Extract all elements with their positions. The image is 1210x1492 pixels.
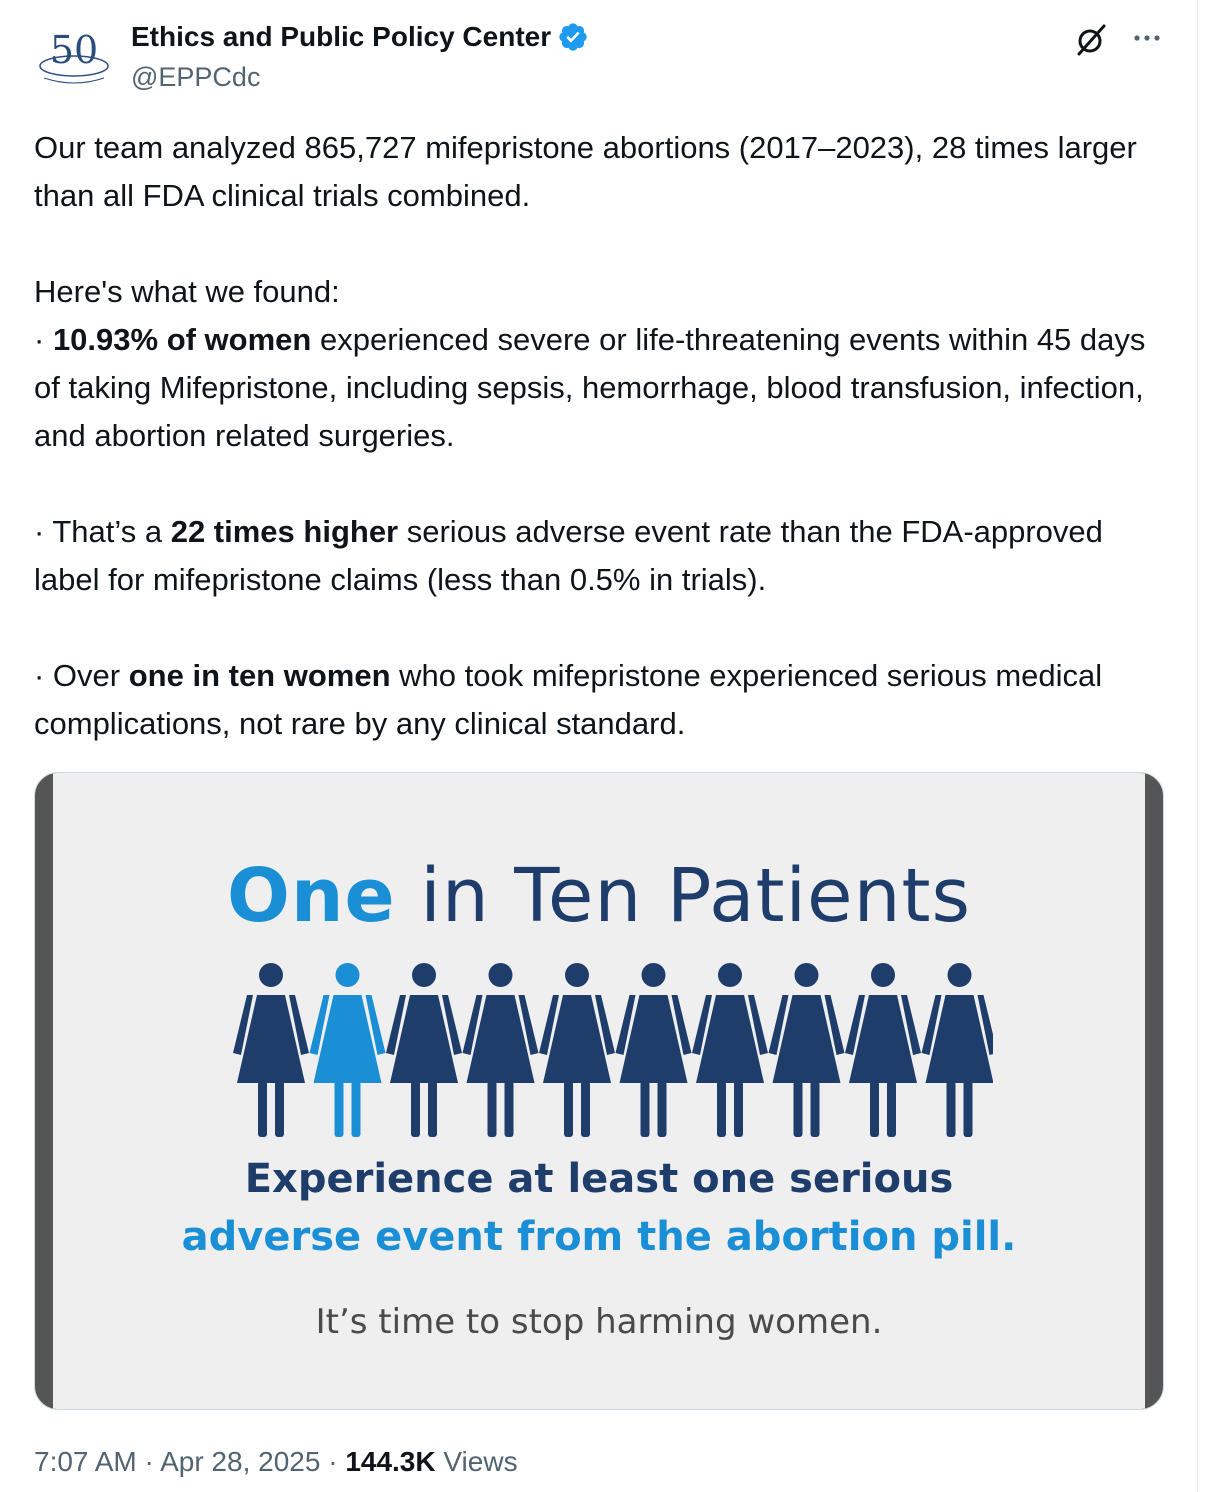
timestamp-date[interactable]: Apr 28, 2025 bbox=[160, 1446, 321, 1477]
svg-text:50: 50 bbox=[50, 28, 98, 72]
more-icon bbox=[1134, 35, 1160, 41]
infographic-caption-line-2: adverse event from the abortion pill. bbox=[181, 1214, 1017, 1260]
person-figure-icon bbox=[539, 963, 615, 1137]
person-figure-icon bbox=[768, 963, 845, 1137]
person-figure-icon bbox=[386, 963, 462, 1137]
tweet-bullet-3: · Over one in ten women who took mifepri… bbox=[34, 658, 1103, 741]
infographic: One in Ten Patients Experience at least … bbox=[53, 773, 1145, 1409]
tweet-bullet-2: · That’s a 22 times higher serious adver… bbox=[34, 514, 1103, 597]
infographic-tagline: It’s time to stop harming women. bbox=[315, 1302, 883, 1342]
verified-badge-icon bbox=[559, 23, 587, 51]
views-count: 144.3K bbox=[345, 1446, 436, 1477]
avatar[interactable]: 50 bbox=[34, 18, 116, 100]
tweet-image[interactable]: One in Ten Patients Experience at least … bbox=[34, 772, 1164, 1410]
person-figure-icon bbox=[692, 963, 768, 1137]
handle[interactable]: @EPPCdc bbox=[131, 62, 261, 92]
tweet-text: Our team analyzed 865,727 mifepristone a… bbox=[34, 124, 1174, 748]
tweet-paragraph-intro: Our team analyzed 865,727 mifepristone a… bbox=[34, 130, 1137, 213]
figures-row bbox=[233, 963, 993, 1137]
tweet-bullet-1: · 10.93% of women experienced severe or … bbox=[34, 322, 1146, 453]
person-figure-icon bbox=[845, 963, 921, 1137]
person-figure-icon bbox=[921, 963, 993, 1137]
avatar-logo-icon: 50 bbox=[35, 19, 115, 99]
person-figure-icon bbox=[309, 963, 386, 1137]
more-button[interactable] bbox=[1127, 22, 1167, 54]
grok-icon bbox=[1077, 24, 1106, 56]
person-figure-icon bbox=[233, 963, 309, 1137]
grok-button[interactable] bbox=[1071, 20, 1111, 60]
tweet-paragraph-found: Here's what we found: bbox=[34, 274, 340, 309]
infographic-headline: One in Ten Patients bbox=[226, 853, 972, 939]
views-label: Views bbox=[435, 1446, 518, 1477]
infographic-caption-line-1: Experience at least one serious bbox=[244, 1156, 954, 1202]
person-figure-icon bbox=[462, 963, 539, 1137]
person-figure-icon bbox=[615, 963, 692, 1137]
display-name[interactable]: Ethics and Public Policy Center bbox=[131, 18, 589, 56]
tweet-meta: 7:07 AM · Apr 28, 2025 · 144.3K Views bbox=[34, 1446, 518, 1477]
timestamp-time[interactable]: 7:07 AM bbox=[34, 1446, 137, 1477]
display-name-text[interactable]: Ethics and Public Policy Center bbox=[131, 21, 552, 52]
